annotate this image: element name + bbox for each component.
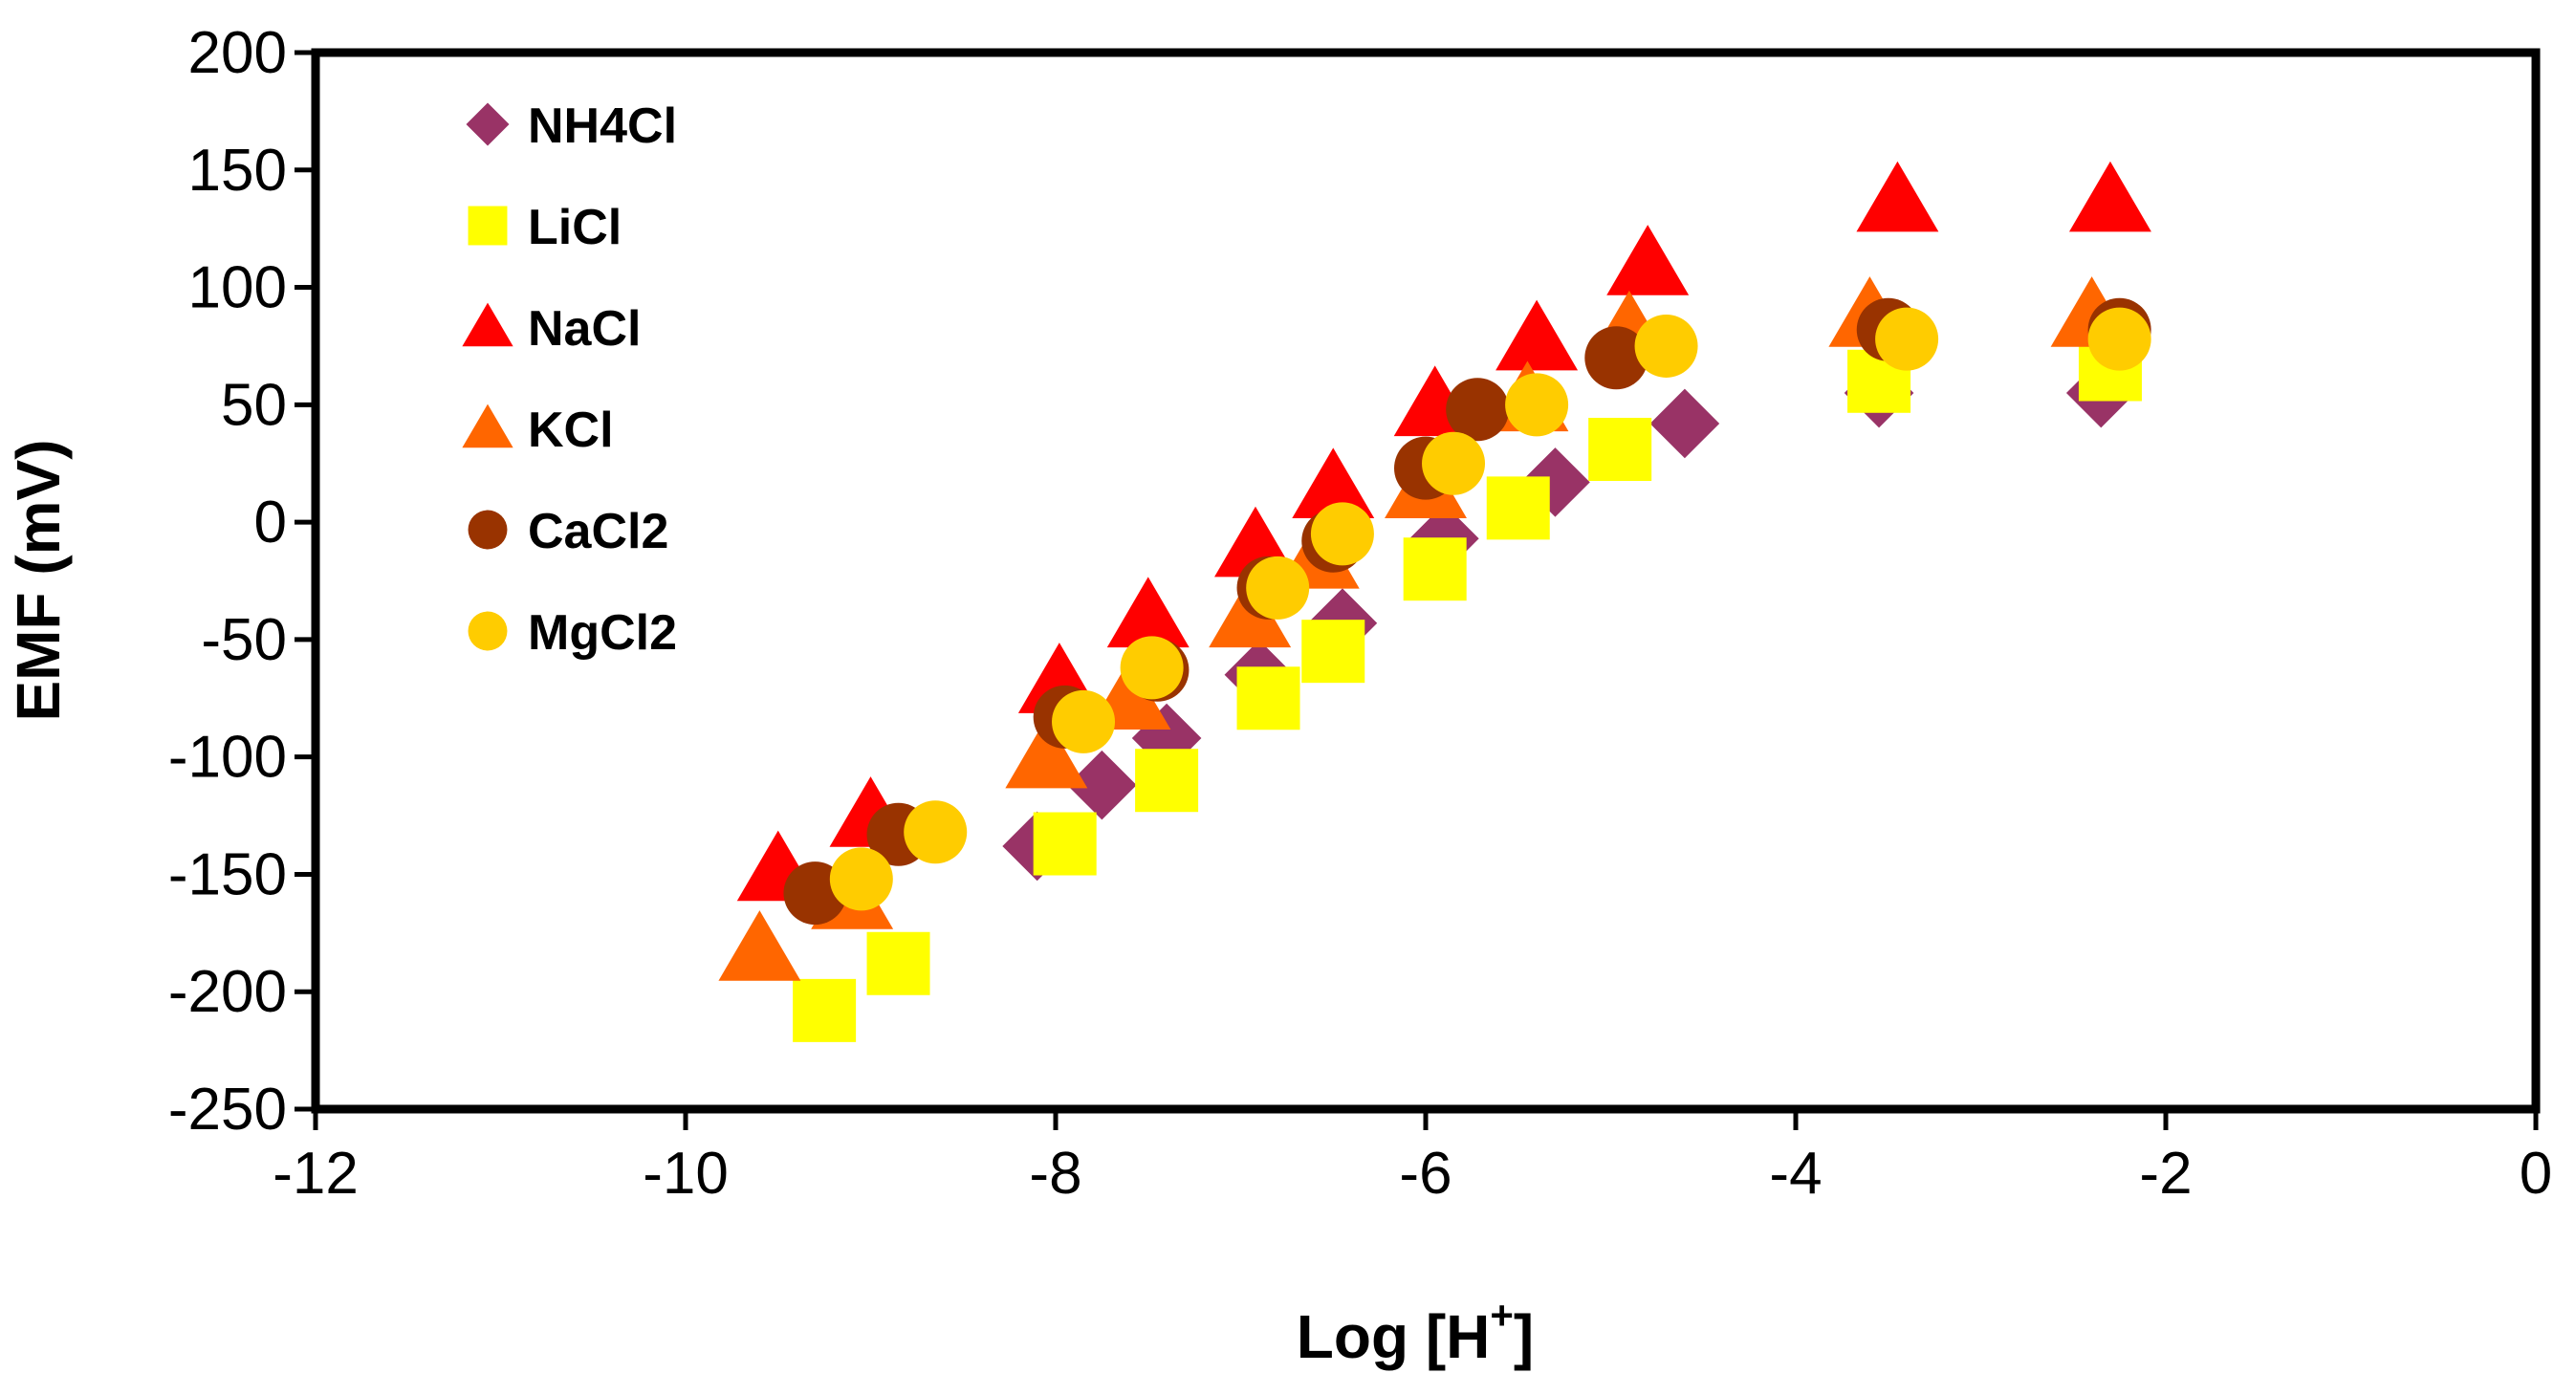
legend-label: LiCl	[528, 200, 622, 255]
legend-item-cacl2: CaCl2	[468, 504, 668, 559]
data-point	[1584, 326, 1648, 390]
y-tick-label: -200	[168, 959, 287, 1025]
y-tick-label: -100	[168, 725, 287, 791]
x-tick-label: 0	[2520, 1141, 2552, 1207]
data-point	[1120, 636, 1184, 700]
data-point	[1301, 620, 1365, 684]
data-point	[1606, 225, 1690, 295]
data-point	[1495, 299, 1579, 371]
x-axis-title-main: Log [H	[1297, 1302, 1491, 1371]
x-axis-title-close: ]	[1514, 1302, 1534, 1371]
x-tick-label: -8	[1029, 1141, 1081, 1207]
legend-item-mgcl2: MgCl2	[468, 605, 677, 661]
data-point	[1106, 577, 1190, 648]
data-point	[829, 847, 893, 911]
data-point	[1634, 314, 1698, 378]
x-axis-title-superscript: +	[1490, 1293, 1514, 1338]
data-point	[1875, 307, 1939, 371]
data-point	[1505, 373, 1569, 437]
x-tick-label: -4	[1769, 1141, 1822, 1207]
legend: NH4Cl LiCl NaCl KCl CaCl2 MgCl2	[462, 98, 677, 661]
x-tick-label: -10	[643, 1141, 729, 1207]
data-point	[1649, 388, 1720, 459]
y-tick-label: -50	[201, 607, 287, 673]
legend-label: KCl	[528, 403, 614, 458]
x-axis-title: Log [H+]	[1297, 1293, 1534, 1371]
data-point	[1135, 749, 1199, 813]
data-point	[1486, 476, 1550, 540]
x-tick-label: -2	[2139, 1141, 2192, 1207]
x-axis: -12 -10 -8 -6 -4 -2 0	[273, 1109, 2552, 1207]
legend-marker	[468, 510, 508, 550]
legend-marker	[468, 206, 508, 246]
y-tick-label: 50	[221, 372, 287, 438]
legend-item-licl: LiCl	[468, 200, 622, 255]
x-tick-label: -6	[1399, 1141, 1452, 1207]
y-tick-label: -150	[168, 841, 287, 907]
data-point	[1033, 812, 1097, 876]
data-point	[1067, 750, 1137, 820]
legend-marker	[462, 403, 513, 448]
data-point	[1403, 537, 1467, 601]
legend-item-nh4cl: NH4Cl	[466, 98, 677, 154]
legend-label: MgCl2	[528, 605, 677, 661]
x-tick-label: -12	[273, 1141, 359, 1207]
series-mgcl2	[829, 307, 2151, 911]
legend-marker	[462, 302, 513, 347]
legend-item-nacl: NaCl	[462, 301, 641, 357]
y-tick-label: 0	[254, 490, 287, 556]
data-point	[1292, 447, 1375, 519]
y-tick-label: -250	[168, 1077, 287, 1143]
data-point	[1588, 417, 1652, 481]
data-point	[1422, 431, 1486, 495]
data-points	[718, 161, 2151, 1042]
y-tick-label: 150	[188, 138, 287, 204]
y-axis-title: EMF (mV)	[4, 439, 73, 721]
data-point	[1446, 378, 1510, 442]
legend-marker	[468, 611, 508, 651]
data-point	[904, 800, 968, 864]
legend-label: NaCl	[528, 301, 641, 357]
data-point	[1856, 161, 1939, 232]
data-point	[718, 910, 801, 981]
data-point	[1310, 502, 1374, 566]
legend-label: CaCl2	[528, 504, 668, 559]
data-point	[2087, 307, 2151, 371]
legend-item-kcl: KCl	[462, 403, 614, 458]
series-nacl	[736, 161, 2151, 902]
y-tick-label: 200	[188, 20, 287, 86]
data-point	[866, 931, 930, 995]
y-tick-label: 100	[188, 255, 287, 321]
data-point	[1005, 717, 1088, 789]
legend-label: NH4Cl	[528, 98, 677, 154]
data-point	[1246, 556, 1310, 620]
data-point	[793, 978, 857, 1042]
y-axis: 200 150 100 50 0 -50 -100 -150 -200 -250	[168, 20, 316, 1143]
data-point	[1052, 689, 1116, 753]
series-licl	[793, 338, 2142, 1042]
data-point	[2068, 161, 2151, 232]
data-point	[1236, 666, 1300, 730]
